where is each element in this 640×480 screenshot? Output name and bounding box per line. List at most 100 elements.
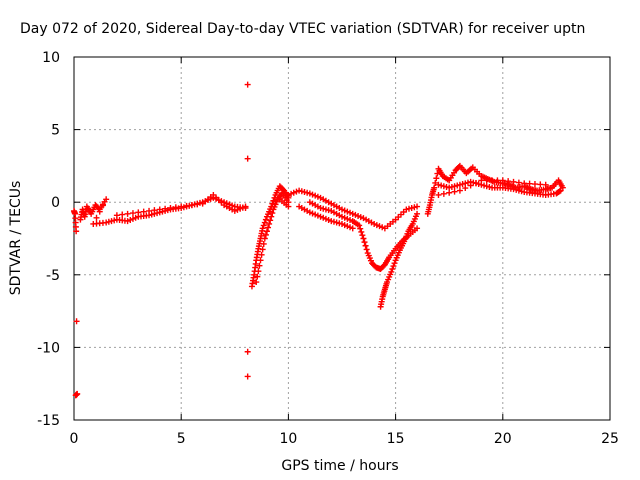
data-point-track — [99, 202, 106, 209]
y-tick-label: -10 — [37, 340, 60, 356]
data-point — [414, 225, 421, 232]
data-point — [244, 348, 251, 355]
y-tick-label: 10 — [42, 50, 60, 66]
data-point — [73, 318, 80, 325]
data-point-track — [363, 246, 370, 253]
data-point-track — [194, 201, 201, 208]
x-tick-label: 15 — [387, 431, 405, 447]
data-point — [266, 220, 273, 227]
data-point — [360, 235, 367, 242]
data-point-track — [269, 200, 276, 207]
data-point — [414, 203, 421, 210]
data-point-track — [432, 179, 439, 186]
data-point — [242, 203, 249, 210]
data-point-track — [129, 210, 136, 217]
data-point-track — [267, 217, 274, 224]
data-point-track — [269, 210, 276, 217]
data-point-track — [462, 185, 469, 192]
data-point-track — [265, 224, 272, 231]
x-tick-label: 20 — [494, 431, 512, 447]
data-point — [456, 187, 463, 194]
data-point — [113, 212, 120, 219]
data-point-track — [483, 177, 490, 184]
data-point-track — [188, 202, 195, 209]
data-point-track — [255, 268, 262, 275]
data-point-track — [119, 211, 126, 218]
data-point-track — [259, 246, 266, 253]
x-tick-label: 25 — [601, 431, 619, 447]
data-point-track — [390, 263, 397, 270]
data-point-track — [359, 232, 366, 239]
x-axis-label: GPS time / hours — [281, 458, 398, 474]
data-point-track — [258, 251, 265, 258]
data-point — [435, 191, 442, 198]
data-point-track — [389, 265, 396, 272]
data-point — [135, 209, 142, 216]
data-point — [542, 181, 549, 188]
data-point — [103, 196, 110, 203]
data-point-track — [183, 202, 190, 209]
data-point-track — [526, 180, 533, 187]
plot-frame — [73, 56, 611, 421]
data-point — [356, 222, 363, 229]
data-point — [74, 390, 81, 397]
data-point-track — [556, 188, 563, 195]
data-point-track — [124, 210, 131, 217]
data-point — [244, 155, 251, 162]
y-tick-label: 5 — [51, 123, 60, 139]
data-point — [253, 279, 260, 286]
data-point — [276, 196, 283, 203]
data-point — [257, 257, 264, 264]
data-point-track — [505, 178, 512, 185]
data-point — [499, 177, 506, 184]
data-point-track — [261, 219, 268, 226]
x-tick-label: 10 — [279, 431, 297, 447]
x-tick-label: 0 — [70, 431, 79, 447]
data-point-track — [467, 182, 474, 189]
data-point-track — [262, 216, 269, 223]
data-point-track — [440, 190, 447, 197]
data-point-track — [262, 231, 269, 238]
data-point — [478, 177, 485, 184]
data-point-track — [433, 175, 440, 182]
data-point — [244, 373, 251, 380]
data-point-track — [362, 242, 369, 249]
data-point-track — [146, 207, 153, 214]
data-point-track — [451, 188, 458, 195]
data-point — [557, 187, 564, 194]
data-point-track — [96, 208, 103, 215]
data-point-track — [151, 207, 158, 214]
data-point-track — [93, 214, 100, 221]
axis-ticks: 0 5 10 15 20 25 -15 -10 -5 0 5 10 — [37, 50, 619, 447]
chart-title: Day 072 of 2020, Sidereal Day-to-day VTE… — [20, 21, 585, 37]
data-point — [521, 180, 528, 187]
data-point-track — [473, 179, 479, 186]
data-point — [431, 184, 438, 191]
data-point-track — [510, 178, 517, 185]
data-point-track — [446, 189, 453, 196]
data-point-track — [162, 205, 169, 212]
data-point-track — [270, 197, 277, 204]
data-point-track — [357, 225, 364, 232]
data-point-track — [361, 239, 368, 246]
y-tick-label: -15 — [37, 413, 60, 429]
y-axis-label: SDTVAR / TECUs — [8, 181, 24, 296]
data-point-track — [494, 177, 501, 184]
data-point — [388, 268, 395, 275]
data-point — [259, 225, 266, 232]
data-point — [73, 228, 80, 235]
data-point — [414, 210, 421, 217]
data-point-track — [391, 260, 398, 267]
data-point-track — [140, 208, 147, 215]
y-tick-label: 0 — [51, 195, 60, 211]
data-point-track — [260, 222, 267, 229]
data-point — [178, 203, 185, 210]
data-point — [349, 225, 356, 232]
data-point — [261, 235, 268, 242]
data-point-track — [489, 177, 496, 184]
data-point-track — [531, 181, 538, 188]
data-point-track — [260, 240, 267, 247]
data-point-track — [515, 179, 522, 186]
data-point-track — [256, 262, 263, 269]
data-point-track — [268, 213, 275, 220]
